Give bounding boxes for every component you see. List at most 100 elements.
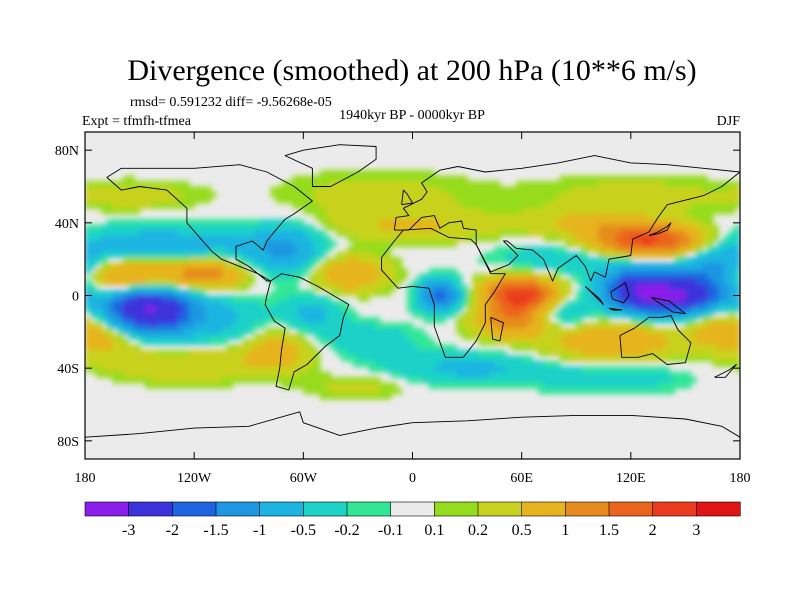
field-cell	[614, 295, 621, 302]
field-cell	[516, 322, 523, 329]
field-cell	[701, 268, 708, 275]
field-cell	[707, 273, 714, 280]
field-cell	[336, 257, 343, 264]
field-cell	[276, 311, 283, 318]
field-cell	[641, 344, 648, 351]
field-cell	[516, 262, 523, 269]
field-cell	[478, 230, 485, 237]
field-cell	[145, 246, 152, 253]
field-cell	[723, 262, 730, 269]
field-cell	[679, 344, 687, 351]
field-cell	[155, 219, 163, 226]
field-cell	[128, 202, 135, 209]
field-cell	[210, 366, 217, 373]
field-cell	[548, 377, 556, 384]
field-cell	[570, 388, 577, 395]
field-cell	[598, 317, 605, 324]
field-cell	[428, 366, 435, 373]
field-cell	[423, 175, 430, 182]
field-cell	[243, 311, 250, 318]
field-cell	[658, 241, 665, 248]
field-cell	[401, 213, 408, 220]
field-cell	[581, 333, 588, 340]
field-cell	[625, 284, 632, 291]
field-cell	[641, 241, 648, 248]
field-cell	[145, 191, 152, 198]
field-cell	[499, 191, 506, 198]
field-cell	[587, 197, 594, 204]
field-cell	[336, 186, 343, 193]
field-cell	[603, 257, 610, 264]
field-cell	[237, 306, 244, 313]
field-cell	[221, 377, 228, 384]
field-cell	[248, 219, 255, 226]
field-cell	[679, 333, 687, 340]
field-cell	[314, 241, 321, 248]
field-cell	[516, 268, 523, 275]
field-cell	[718, 268, 725, 275]
field-cell	[183, 186, 190, 193]
field-cell	[123, 344, 130, 351]
field-cell	[243, 371, 250, 378]
field-cell	[117, 306, 124, 313]
field-cell	[587, 279, 594, 286]
field-cell	[488, 208, 495, 215]
field-cell	[614, 181, 621, 188]
field-cell	[488, 230, 495, 237]
field-cell	[145, 186, 152, 193]
field-cell	[237, 246, 244, 253]
field-cell	[729, 268, 736, 275]
field-cell	[488, 317, 495, 324]
field-cell	[483, 377, 490, 384]
field-cell	[559, 366, 566, 373]
field-cell	[565, 279, 572, 286]
field-cell	[614, 355, 621, 362]
field-cell	[701, 290, 708, 297]
field-cell	[385, 170, 392, 177]
field-cell	[510, 371, 517, 378]
field-cell	[609, 388, 616, 395]
field-cell	[417, 191, 425, 198]
field-cell	[161, 355, 168, 362]
field-cell	[150, 333, 157, 340]
field-cell	[90, 322, 97, 329]
field-cell	[95, 344, 102, 351]
field-cell	[106, 224, 113, 231]
field-cell	[101, 224, 108, 231]
field-cell	[417, 290, 425, 297]
field-cell	[707, 284, 714, 291]
field-cell	[636, 235, 643, 242]
field-cell	[401, 273, 408, 280]
field-cell	[718, 322, 725, 329]
field-cell	[565, 213, 572, 220]
field-cell	[368, 273, 375, 280]
field-cell	[396, 257, 403, 264]
field-cell	[134, 322, 141, 329]
field-cell	[232, 317, 239, 324]
field-cell	[341, 382, 348, 389]
field-cell	[117, 197, 124, 204]
field-cell	[647, 306, 654, 313]
field-cell	[270, 268, 277, 275]
field-cell	[112, 251, 119, 258]
field-cell	[641, 186, 648, 193]
field-cell	[483, 317, 490, 324]
field-cell	[712, 300, 719, 307]
field-cell	[478, 355, 485, 362]
field-cell	[625, 224, 632, 231]
field-cell	[172, 333, 179, 340]
field-cell	[488, 339, 495, 346]
field-cell	[521, 268, 528, 275]
field-cell	[609, 191, 616, 198]
field-cell	[619, 246, 626, 253]
field-cell	[707, 235, 714, 242]
field-cell	[701, 273, 708, 280]
field-cell	[592, 186, 599, 193]
field-cell	[478, 339, 485, 346]
field-cell	[303, 208, 310, 215]
field-cell	[472, 219, 479, 226]
field-cell	[439, 208, 446, 215]
field-cell	[161, 322, 168, 329]
field-cell	[690, 328, 697, 335]
field-cell	[679, 279, 687, 286]
